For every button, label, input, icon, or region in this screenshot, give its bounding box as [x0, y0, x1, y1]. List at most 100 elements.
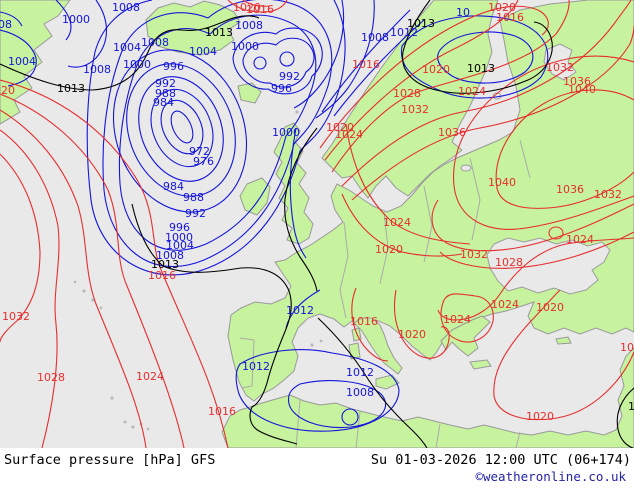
land-africa — [221, 347, 634, 448]
isobars-red-high — [0, 0, 634, 448]
land-iceland — [145, 0, 241, 56]
isobar-label: 1004 — [189, 45, 217, 58]
isobar-labels-layer: 1008100010081004100810041008100099610041… — [0, 1, 634, 423]
isobar-label: 1013 — [205, 26, 233, 39]
isobar-label: 984 — [153, 96, 174, 109]
isobar-label: 1004 — [8, 55, 36, 68]
isobar-label: 1008 — [361, 31, 389, 44]
isobar-label: 992 — [185, 207, 206, 220]
isobar-label: 1016 — [352, 58, 380, 71]
isobar-label: 1016 — [148, 269, 176, 282]
copyright-link[interactable]: ©weatheronline.co.uk — [475, 469, 626, 484]
country-borders — [239, 139, 531, 448]
isobar-label: 1032 — [594, 188, 622, 201]
isobar-label: 1008 — [156, 249, 184, 262]
small-islands — [73, 110, 323, 431]
isobar-label: 1016 — [350, 315, 378, 328]
isobar-label: 1000 — [165, 231, 193, 244]
isobar-label: 988 — [155, 87, 176, 100]
isobar-label: 988 — [183, 191, 204, 204]
isobar-label: 1008 — [346, 386, 374, 399]
isobar-label: 1013 — [467, 62, 495, 75]
isobar-label: 1024 — [383, 216, 411, 229]
isobar-label: 1024 — [491, 298, 519, 311]
isobar-label: 1032 — [2, 310, 30, 323]
isobar-label: 996 — [163, 60, 184, 73]
isobar-label: 1024 — [566, 233, 594, 246]
land-crete — [469, 359, 492, 370]
isobar-label: 976 — [193, 155, 214, 168]
land-europe-africa-east — [227, 0, 634, 402]
isobar-label: 1016 — [496, 11, 524, 24]
isobar-label: 1008 — [235, 19, 263, 32]
isobar-label: 1004 — [166, 239, 194, 252]
isobar-label: 1024 — [443, 313, 471, 326]
isobar-label: 1008 — [141, 36, 169, 49]
land-greenland — [0, 0, 71, 125]
isobar-label: 1036 — [556, 183, 584, 196]
land-layer — [0, 0, 634, 448]
isobar-label: 1016 — [208, 405, 236, 418]
isobar-label: 1024 — [136, 370, 164, 383]
isobar-label: 1020 — [536, 301, 564, 314]
isobar-label: 10 — [456, 6, 470, 19]
isobar-label: 1020 — [488, 1, 516, 14]
land-ireland — [239, 177, 271, 216]
isobar-label: 1040 — [568, 83, 596, 96]
isobar-label: 1013 — [57, 82, 85, 95]
isobar-label: 1000 — [62, 13, 90, 26]
isobar-label: 992 — [279, 70, 300, 83]
isobar-label: 1012 — [286, 304, 314, 317]
isobar-label: 1008 — [112, 1, 140, 14]
isobar-label: 1020 — [0, 84, 15, 97]
isobar-label: 996 — [169, 221, 190, 234]
isobar-label: 1032 — [460, 248, 488, 261]
isobar-label: 1036 — [563, 75, 591, 88]
isobar-label: 1036 — [438, 126, 466, 139]
isobar-label: 1032 — [546, 61, 574, 74]
isobar-label: 1016 — [620, 341, 634, 354]
isobar-label: 1013 — [151, 258, 179, 271]
isobars-black-1013 — [0, 0, 634, 448]
isobar-label: 1028 — [495, 256, 523, 269]
isobar-label: 1004 — [113, 41, 141, 54]
map-canvas[interactable]: 1008100010081004100810041008100099610041… — [0, 0, 634, 448]
isobar-label: 1000 — [123, 58, 151, 71]
isobars-blue-low — [0, 0, 549, 432]
isobar-label: 1028 — [393, 87, 421, 100]
isobar-label: 984 — [163, 180, 184, 193]
isobar-label: 1020 — [375, 243, 403, 256]
isobar-label: 1020 — [526, 410, 554, 423]
pressure-map[interactable]: 1008100010081004100810041008100099610041… — [0, 0, 634, 448]
caption-bar: Surface pressure [hPa] GFS Su 01-03-2026… — [0, 448, 634, 490]
land-italy — [353, 317, 403, 375]
isobar-label: 1020 — [422, 63, 450, 76]
isobar-label: 996 — [271, 82, 292, 95]
land-greece — [440, 315, 491, 357]
isobar-label: 1012 — [390, 26, 418, 39]
isobar-label: 1008 — [0, 18, 12, 31]
isobar-label: 1008 — [83, 63, 111, 76]
sea-black-sea — [486, 237, 611, 295]
isobar-label: 1020 — [233, 1, 261, 14]
isobar-label: 1012 — [346, 366, 374, 379]
isobar-label: 972 — [189, 145, 210, 158]
isobar-label: 1020 — [326, 121, 354, 134]
isobar-label: 1040 — [488, 176, 516, 189]
isobar-label: 1000 — [231, 40, 259, 53]
isobar-label: 1012 — [242, 360, 270, 373]
isobar-label: 1020 — [398, 328, 426, 341]
isobar-label: 992 — [155, 77, 176, 90]
caption-title: Surface pressure [hPa] GFS — [4, 452, 216, 468]
lake — [460, 164, 472, 172]
land-cyprus — [555, 336, 572, 345]
isobar-label: 1000 — [272, 126, 300, 139]
caption-datetime: Su 01-03-2026 12:00 UTC (06+174) — [370, 452, 631, 468]
isobar-label: 1024 — [335, 128, 363, 141]
isobar-label: 1013 — [407, 17, 435, 30]
isobar-label: 1032 — [401, 103, 429, 116]
isobar-label: 1024 — [458, 85, 486, 98]
isobar-label: 1013 — [628, 400, 634, 413]
isobar-label: 1016 — [246, 3, 274, 16]
